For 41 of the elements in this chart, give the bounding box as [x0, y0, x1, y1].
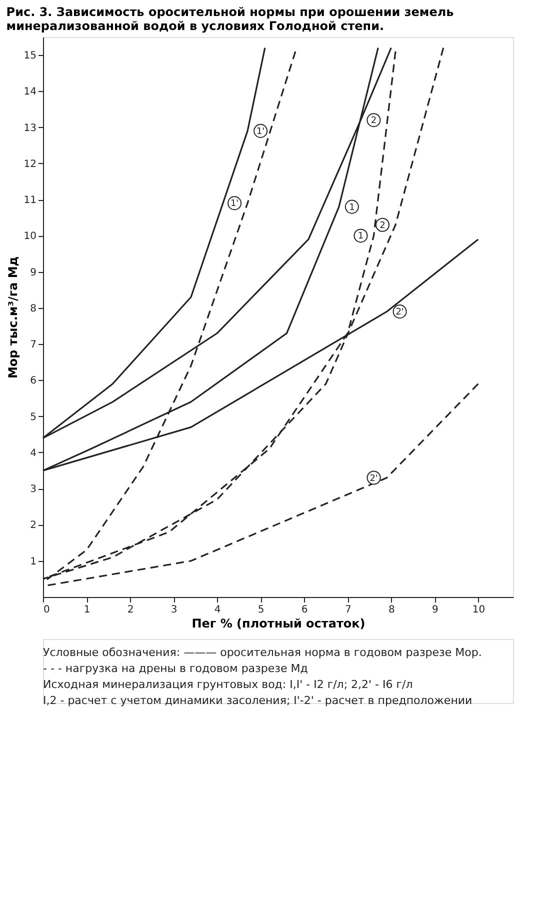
y-axis-title: Мор тыс.м³/га Мд [6, 256, 20, 379]
x-tick-label: 9 [432, 604, 438, 616]
y-tick-label: 13 [24, 122, 36, 134]
series-label: 1 [358, 232, 364, 242]
y-tick-label: 9 [30, 267, 36, 278]
series-label: 2 [370, 116, 377, 126]
x-tick-label: 8 [388, 604, 395, 616]
y-tick-label: 12 [24, 158, 36, 170]
x-tick-label: 0 [44, 604, 50, 616]
series-label: 2' [370, 474, 378, 484]
y-tick-label: 4 [30, 448, 36, 459]
x-tick-label: 7 [344, 604, 352, 616]
y-tick-label: 6 [30, 376, 36, 387]
x-tick-label: 4 [214, 604, 221, 616]
series-label: 2' [396, 308, 404, 318]
y-tick-label: 11 [24, 195, 36, 206]
x-tick-label: 6 [301, 604, 308, 616]
x-tick-label: 5 [258, 604, 264, 616]
series-label: 2 [380, 220, 386, 231]
text: I,2 - расчет с учетом динамики засоления; I'-2' - расчет в предположении [43, 694, 472, 707]
y-tick-label: 8 [30, 303, 36, 314]
series-label: 1 [349, 202, 355, 213]
text: Исходная минерализация грунтовых вод: I,I' - I2 г/л; 2,2' - I6 г/л [43, 678, 413, 691]
text: - - - нагрузка на дрены в годовом разрезе Мд [43, 662, 308, 675]
series-label: 1' [230, 199, 239, 210]
x-tick-label: 1 [84, 604, 90, 616]
y-tick-label: 2 [30, 520, 36, 532]
x-tick-label: 3 [170, 604, 178, 616]
y-tick-label: 3 [30, 484, 36, 496]
x-tick-label: 10 [472, 604, 486, 616]
y-tick-label: 14 [24, 86, 36, 98]
y-tick-label: 1 [30, 556, 36, 568]
text: Условные обозначения: ——— оросительная норма в годовом разрезе Мор. [43, 646, 482, 659]
y-tick-label: 5 [30, 412, 36, 423]
y-tick-label: 10 [24, 231, 36, 242]
chart-title: Рис. 3. Зависимость оросительной нормы при орошении земель минерализованной водой в условиях Голодной степи. [6, 5, 454, 33]
x-axis-title: Пег % (плотный остаток) [192, 616, 366, 630]
x-tick-label: 2 [127, 604, 134, 616]
y-tick-label: 7 [30, 340, 36, 351]
series-label: 1' [256, 126, 265, 137]
y-tick-label: 15 [24, 50, 36, 62]
